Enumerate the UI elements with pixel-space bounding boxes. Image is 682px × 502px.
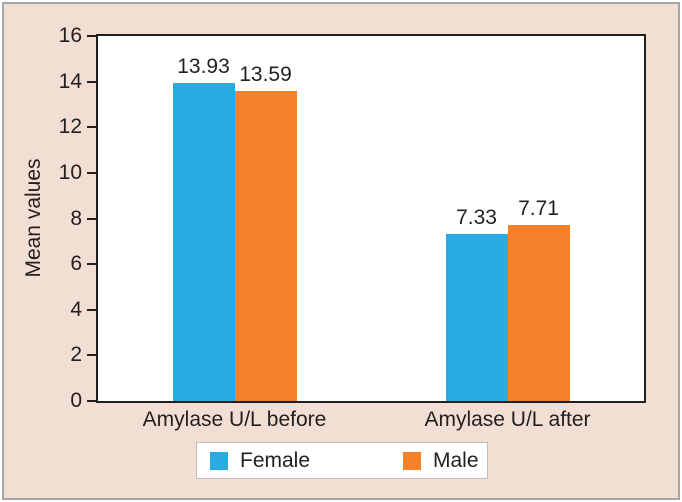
- bar-male-amylase-u-l-after: [507, 225, 570, 401]
- y-tick-mark: [87, 263, 96, 266]
- legend-label-male: Male: [433, 448, 479, 472]
- bar-value-label: 13.59: [239, 62, 292, 86]
- y-tick-label: 2: [70, 343, 82, 367]
- x-category-label: Amylase U/L after: [424, 408, 591, 431]
- y-tick-label: 4: [70, 297, 82, 321]
- y-tick-label: 10: [58, 160, 82, 184]
- bar-value-label: 7.71: [518, 197, 559, 221]
- bar-female-amylase-u-l-before: [172, 83, 235, 401]
- y-tick-mark: [87, 308, 96, 311]
- y-tick-label: 12: [58, 115, 82, 139]
- y-tick-mark: [87, 126, 96, 129]
- y-tick-mark: [87, 400, 96, 402]
- bar-female-amylase-u-l-after: [445, 233, 508, 401]
- bar-value-label: 7.33: [456, 205, 497, 229]
- legend-item-male: Male: [403, 443, 479, 478]
- y-tick-label: 8: [70, 206, 82, 230]
- bar-value-label: 13.93: [177, 55, 230, 79]
- y-tick-mark: [87, 217, 96, 220]
- y-tick-mark: [87, 354, 96, 357]
- legend-item-female: Female: [210, 443, 310, 478]
- y-tick-label: 0: [70, 389, 82, 412]
- y-tick-mark: [87, 35, 96, 37]
- female-color-swatch-icon: [210, 451, 228, 470]
- legend: Female Male: [196, 442, 488, 479]
- y-tick-label: 6: [70, 252, 82, 276]
- plot-area: 0 2 4 6 8 10 12 14 16 13.93 13.59 7.33 7.71: [59, 24, 646, 412]
- y-tick-mark: [87, 171, 96, 174]
- y-tick-mark: [87, 80, 96, 83]
- bar-male-amylase-u-l-before: [234, 90, 297, 401]
- male-color-swatch-icon: [403, 451, 421, 470]
- y-tick-label: 16: [58, 24, 82, 47]
- legend-label-female: Female: [240, 448, 311, 472]
- x-category-label: Amylase U/L before: [142, 408, 327, 431]
- y-tick-label: 14: [58, 69, 82, 93]
